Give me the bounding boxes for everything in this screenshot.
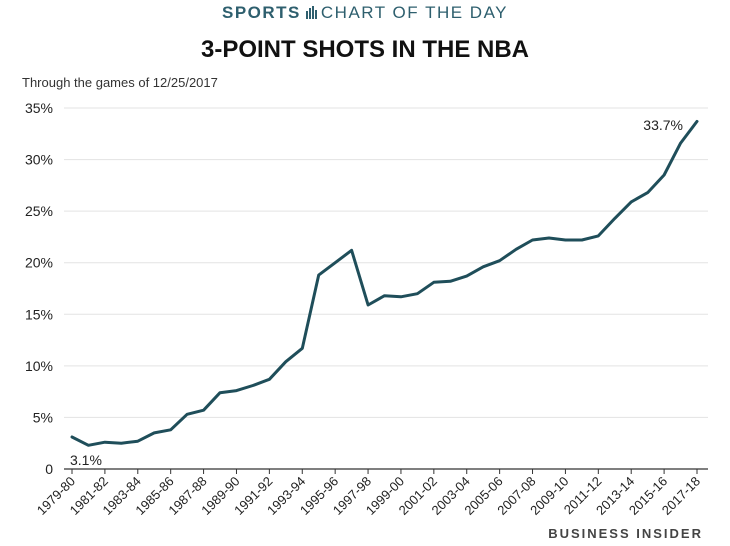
data-label-first: 3.1%	[70, 452, 102, 468]
y-tick-label: 35%	[25, 100, 53, 116]
y-tick-label: 10%	[25, 358, 53, 374]
section-header: SPORTS CHART OF THE DAY	[0, 3, 730, 24]
y-tick-label: 30%	[25, 152, 53, 168]
y-tick-label: 5%	[33, 409, 53, 425]
data-label-last: 33.7%	[643, 117, 683, 133]
gridlines	[64, 107, 708, 470]
y-tick-label: 15%	[25, 306, 53, 322]
y-tick-label: 25%	[25, 203, 53, 219]
series-name: CHART OF THE DAY	[320, 3, 508, 22]
brand-logo: BUSINESS INSIDER	[548, 526, 703, 541]
y-tick-label: 20%	[25, 255, 53, 271]
chart-title: 3-POINT SHOTS IN THE NBA	[200, 36, 530, 63]
section-name: SPORTS	[221, 3, 301, 22]
y-tick-label: 0	[45, 461, 53, 477]
x-axis-ticks: 1979-801981-821983-841985-861987-881989-…	[34, 469, 703, 518]
y-axis-ticks: 0 5% 10% 15% 20% 25% 30% 35%	[25, 100, 53, 477]
series-line	[70, 119, 699, 447]
chart-subtitle: Through the games of 12/25/2017	[22, 75, 218, 90]
data-points	[71, 121, 698, 446]
bar-chart-icon	[305, 4, 317, 24]
